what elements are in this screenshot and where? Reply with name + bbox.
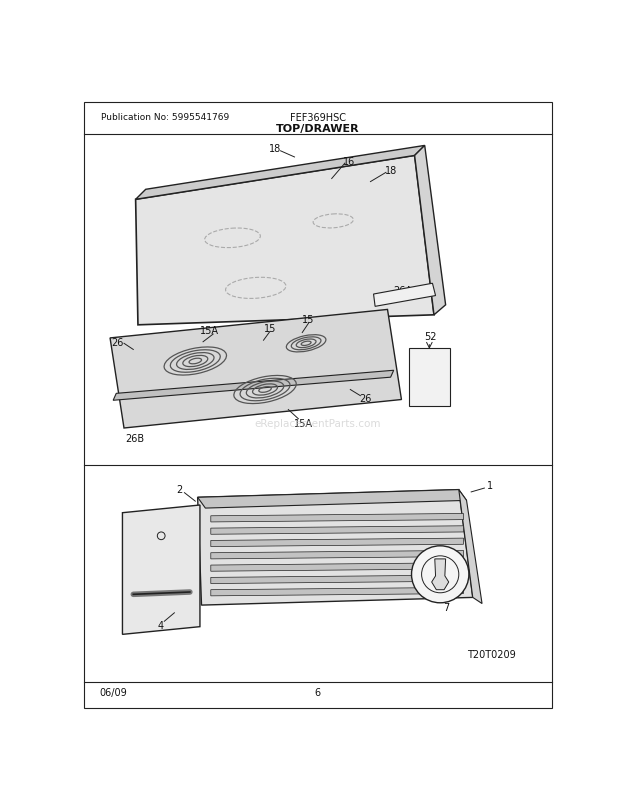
Polygon shape <box>415 146 446 315</box>
Text: 16: 16 <box>343 156 355 167</box>
Text: 15A: 15A <box>294 418 313 428</box>
Polygon shape <box>211 526 463 535</box>
Text: FEF369HSC: FEF369HSC <box>290 113 346 123</box>
Text: 1: 1 <box>487 480 493 490</box>
Text: 18: 18 <box>269 144 281 153</box>
Circle shape <box>412 546 469 603</box>
Polygon shape <box>136 146 425 200</box>
Text: TOP/DRAWER: TOP/DRAWER <box>276 124 360 134</box>
Text: 4: 4 <box>157 620 164 630</box>
Text: 26B: 26B <box>125 433 144 444</box>
Text: 15: 15 <box>264 323 276 334</box>
Text: 26: 26 <box>112 338 124 347</box>
Text: eReplacementParts.com: eReplacementParts.com <box>254 418 381 428</box>
Polygon shape <box>432 559 449 590</box>
Polygon shape <box>211 551 463 559</box>
Polygon shape <box>211 575 463 584</box>
Polygon shape <box>198 490 467 508</box>
FancyBboxPatch shape <box>409 349 450 406</box>
Polygon shape <box>113 371 394 401</box>
Text: 26: 26 <box>360 394 372 403</box>
Text: 06/09: 06/09 <box>99 687 127 697</box>
Text: 6: 6 <box>315 687 321 697</box>
Polygon shape <box>211 588 463 596</box>
Text: 2: 2 <box>177 484 183 494</box>
Polygon shape <box>198 490 472 606</box>
Polygon shape <box>211 538 463 547</box>
Polygon shape <box>211 514 463 522</box>
Polygon shape <box>110 310 402 428</box>
Text: T20T0209: T20T0209 <box>467 649 515 658</box>
Text: 15A: 15A <box>200 326 219 336</box>
Text: 26A: 26A <box>394 286 412 296</box>
Polygon shape <box>373 284 435 307</box>
Text: 15: 15 <box>303 315 314 325</box>
Polygon shape <box>136 156 434 326</box>
Text: 52: 52 <box>424 331 436 341</box>
Polygon shape <box>123 505 200 634</box>
Polygon shape <box>459 490 482 604</box>
Text: 7: 7 <box>443 602 449 612</box>
Text: Publication No: 5995541769: Publication No: 5995541769 <box>100 113 229 122</box>
Text: 18: 18 <box>385 166 397 176</box>
Polygon shape <box>211 563 463 572</box>
